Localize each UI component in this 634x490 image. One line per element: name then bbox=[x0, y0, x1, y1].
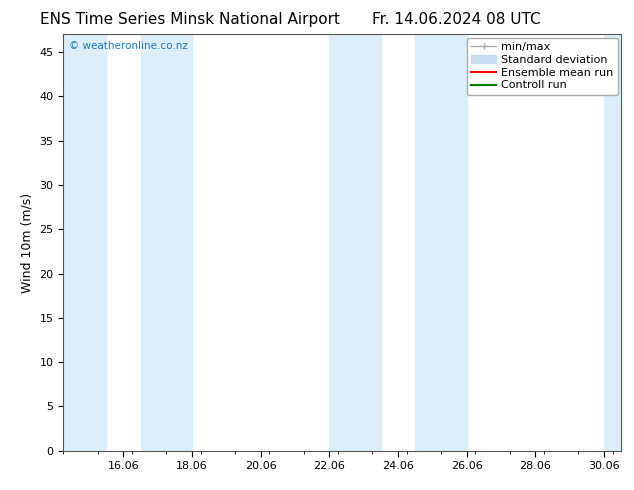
Text: © weatheronline.co.nz: © weatheronline.co.nz bbox=[69, 41, 188, 50]
Legend: min/max, Standard deviation, Ensemble mean run, Controll run: min/max, Standard deviation, Ensemble me… bbox=[467, 38, 618, 95]
Bar bbox=[63, 34, 107, 451]
Text: Fr. 14.06.2024 08 UTC: Fr. 14.06.2024 08 UTC bbox=[372, 12, 541, 27]
Bar bbox=[604, 34, 621, 451]
Y-axis label: Wind 10m (m/s): Wind 10m (m/s) bbox=[21, 193, 34, 293]
Bar bbox=[415, 34, 467, 451]
Bar bbox=[141, 34, 192, 451]
Text: ENS Time Series Minsk National Airport: ENS Time Series Minsk National Airport bbox=[40, 12, 340, 27]
Bar bbox=[330, 34, 381, 451]
